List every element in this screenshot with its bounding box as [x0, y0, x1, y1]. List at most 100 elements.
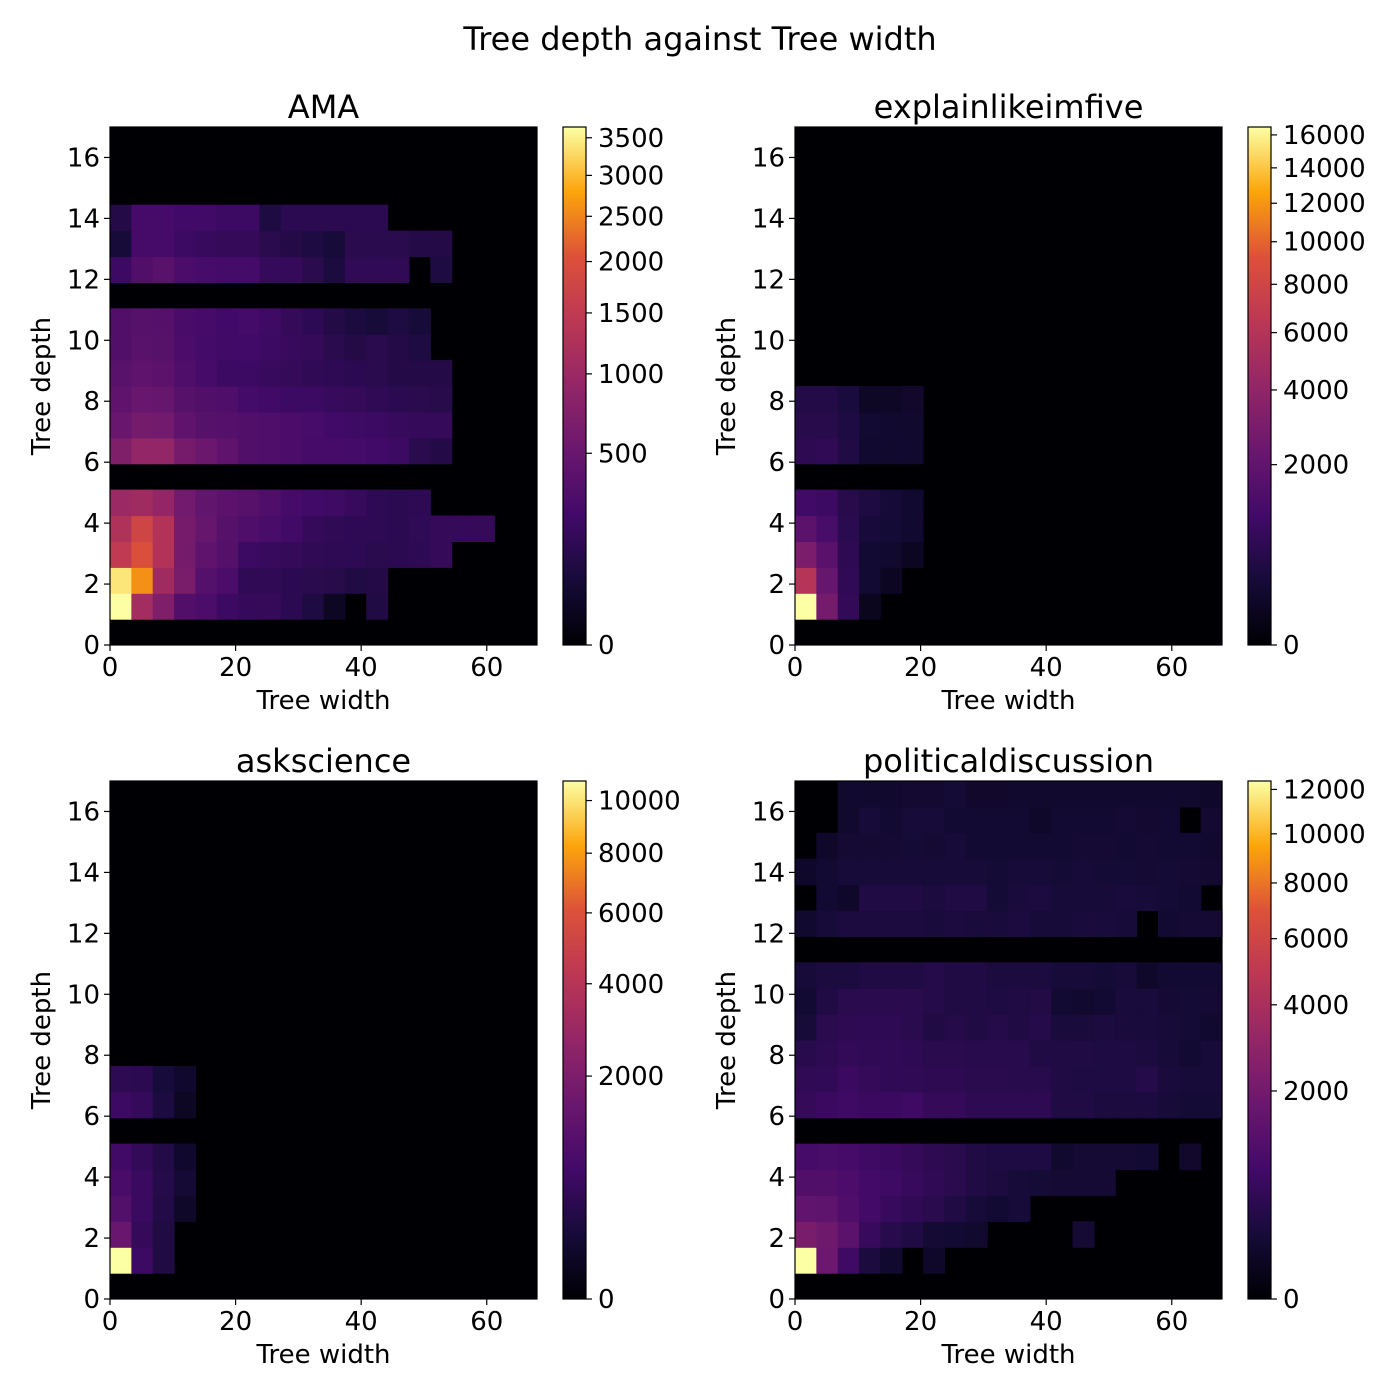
- heatmap-cell: [387, 256, 410, 283]
- heatmap-cell: [1200, 832, 1223, 860]
- colorbar-tick-label: 16000: [1283, 121, 1366, 151]
- heatmap-cell: [1136, 1014, 1159, 1041]
- heatmap-cell: [1179, 962, 1202, 989]
- heatmap-cell: [901, 1221, 924, 1248]
- heatmap-cell: [195, 593, 218, 620]
- heatmap-cell: [302, 593, 325, 620]
- heatmap-cell: [323, 360, 346, 387]
- heatmap-cell: [880, 832, 903, 860]
- heatmap-cell: [1029, 1065, 1052, 1093]
- heatmap-cell: [880, 962, 903, 989]
- heatmap-cell: [110, 1221, 132, 1248]
- axes-frame: [794, 780, 1223, 1300]
- y-tick-label: 16: [67, 143, 100, 173]
- heatmap-cell: [837, 1221, 860, 1248]
- heatmap-cell: [987, 988, 1010, 1015]
- heatmap-cell: [795, 1065, 817, 1093]
- heatmap-cell: [795, 962, 817, 989]
- heatmap-cell: [110, 541, 132, 568]
- heatmap-cell: [174, 411, 196, 439]
- heatmap-cell: [366, 334, 389, 361]
- heatmap-cell: [323, 386, 346, 413]
- heatmap-cell: [880, 1143, 903, 1171]
- heatmap-cell: [816, 411, 839, 439]
- heatmap-cell: [837, 962, 860, 989]
- y-tick-label: 0: [768, 631, 785, 661]
- heatmap-cell: [174, 360, 196, 387]
- heatmap-cell: [408, 541, 431, 568]
- heatmap-cell: [238, 386, 261, 413]
- heatmap-cell: [901, 988, 924, 1015]
- heatmap-cell: [152, 230, 175, 258]
- heatmap-cell: [901, 1040, 924, 1067]
- x-tick-label: 40: [1030, 653, 1063, 683]
- heatmap-cell: [323, 411, 346, 439]
- heatmap-cell: [837, 386, 860, 413]
- heatmap-cell: [430, 256, 453, 283]
- heatmap-cell: [1008, 988, 1031, 1015]
- heatmap-cell: [1008, 806, 1031, 834]
- heatmap-cell: [944, 962, 967, 989]
- y-tick-label: 6: [768, 1102, 785, 1132]
- panel-askscience: 0 20 40 60 0 2 4 6 8 10 12 14 16 askscience Tree width…: [27, 742, 681, 1370]
- heatmap-cell: [216, 593, 239, 620]
- heatmap-cell: [1072, 1221, 1095, 1248]
- heatmap-cell: [987, 1040, 1010, 1067]
- y-tick-label: 16: [752, 797, 785, 827]
- heatmap-cell: [1072, 884, 1095, 912]
- heatmap-cell: [152, 308, 175, 335]
- heatmap-cell: [152, 593, 175, 620]
- heatmap-cell: [110, 334, 132, 361]
- heatmap-cell: [131, 204, 154, 232]
- y-axis-label: Tree depth: [712, 317, 742, 456]
- panel-explainlikeimfive: 0 20 40 60 0 2 4 6 8 10 12 14 16 explainlikeimfive Tre…: [712, 88, 1366, 716]
- y-tick-label: 0: [768, 1285, 785, 1315]
- heatmap-cell: [923, 806, 946, 834]
- heatmap-cell: [280, 593, 303, 620]
- heatmap-cell: [837, 858, 860, 886]
- heatmap-cell: [795, 593, 817, 620]
- heatmap-cell: [323, 593, 346, 620]
- heatmap-cell: [280, 567, 303, 594]
- heatmap-cell: [923, 988, 946, 1015]
- heatmap-cell: [152, 386, 175, 413]
- heatmap-cell: [901, 1143, 924, 1171]
- heatmap-cell: [366, 593, 389, 620]
- heatmap-cell: [216, 308, 239, 335]
- heatmap-cell: [1115, 962, 1138, 989]
- heatmap-cell: [366, 230, 389, 258]
- heatmap-cell: [944, 884, 967, 912]
- heatmap-cell: [323, 541, 346, 568]
- x-tick-label: 60: [1155, 653, 1188, 683]
- y-tick-label: 8: [83, 387, 100, 417]
- heatmap-cell: [795, 567, 817, 594]
- heatmap-cell: [152, 256, 175, 283]
- heatmap-cell: [302, 334, 325, 361]
- y-tick-label: 6: [83, 1102, 100, 1132]
- heatmap-cell: [816, 386, 839, 413]
- heatmap-cell: [259, 411, 282, 439]
- y-tick-label: 4: [768, 1163, 785, 1193]
- x-tick-label: 40: [345, 653, 378, 683]
- heatmap-cell: [430, 386, 453, 413]
- heatmap-cell: [1157, 1014, 1180, 1041]
- heatmap-cell: [795, 386, 817, 413]
- heatmap-cell: [965, 832, 988, 860]
- heatmap-cell: [1029, 1169, 1052, 1196]
- heatmap-cell: [987, 1143, 1010, 1171]
- heatmap-cell: [1157, 806, 1180, 834]
- heatmap-cell: [837, 1065, 860, 1093]
- colorbar-frame: [1247, 780, 1272, 1300]
- heatmap-cell: [987, 910, 1010, 937]
- heatmap-cell: [816, 1169, 839, 1196]
- heatmap-cell: [152, 360, 175, 387]
- colorbar-tick-label: 2000: [1283, 1077, 1349, 1107]
- colorbar-tick-label: 14000: [1283, 154, 1366, 184]
- heatmap-cell: [430, 437, 453, 465]
- y-tick-label: 4: [83, 1163, 100, 1193]
- heatmap-cell: [110, 386, 132, 413]
- colorbar-tick-label: 2500: [598, 202, 664, 232]
- heatmap-cell: [901, 884, 924, 912]
- heatmap-cell: [1093, 962, 1116, 989]
- heatmap-cell: [131, 1221, 154, 1248]
